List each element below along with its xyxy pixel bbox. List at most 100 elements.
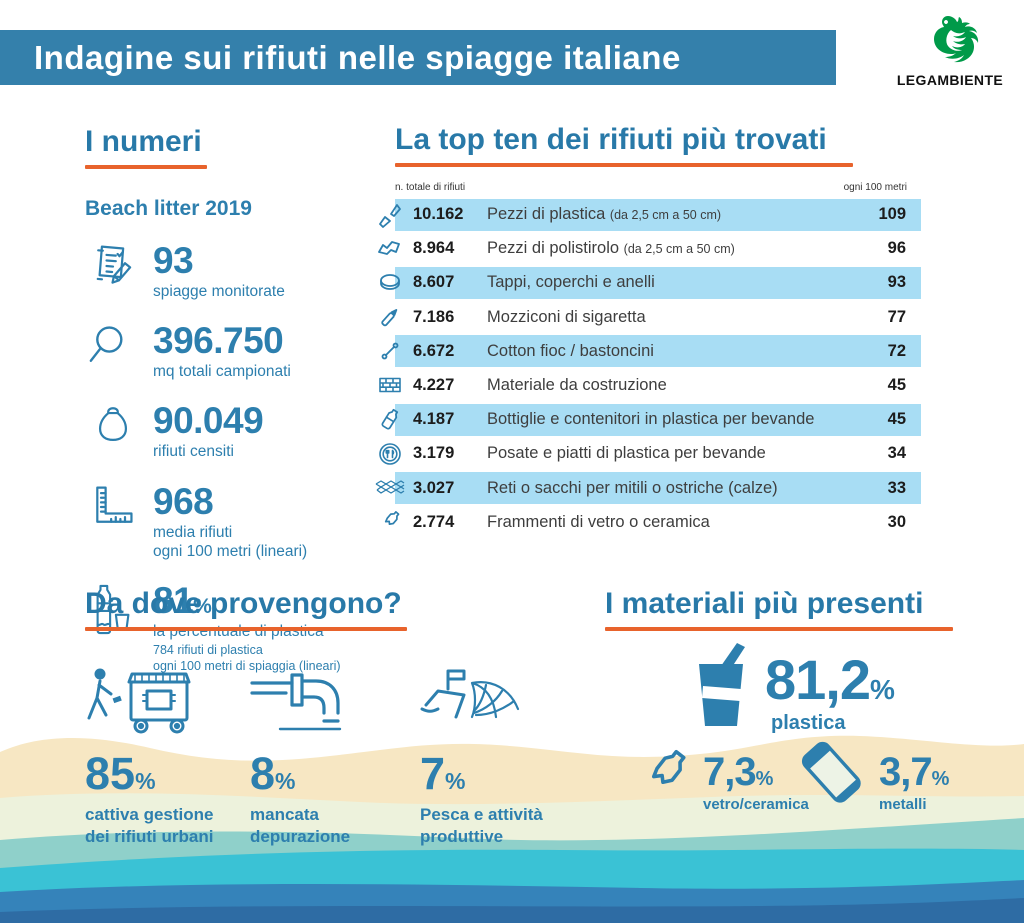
material-value: 7,3 — [703, 750, 757, 794]
source-label-line1: cattiva gestione — [85, 804, 214, 824]
source-value: 7 — [420, 747, 446, 799]
stat-value: 90.049 — [153, 400, 264, 442]
row-per100: 77 — [887, 307, 906, 326]
source-label-line1: Pesca e attività — [420, 804, 543, 824]
material-item-plastica: 81,2% plastica — [691, 640, 895, 735]
header-banner: Indagine sui rifiuti nelle spiagge itali… — [0, 30, 836, 85]
row-note: (da 2,5 cm a 50 cm) — [609, 208, 722, 222]
plastic-pieces-icon — [379, 203, 401, 228]
material-label: metalli — [879, 796, 927, 813]
row-name: Tappi, coperchi e anelli — [487, 273, 655, 292]
source-item-pesca: 7% Pesca e attività produttive — [420, 663, 580, 848]
source-value: 8 — [250, 747, 276, 799]
stat-label: mq totali campionati — [153, 362, 291, 380]
materials-title: I materiali più presenti — [605, 587, 924, 620]
column-header-per100m: ogni 100 metri — [843, 181, 907, 193]
row-count: 3.027 — [413, 478, 455, 497]
source-item-depurazione: 8% mancata depurazione — [250, 663, 420, 848]
numbers-title: I numeri — [85, 125, 202, 158]
row-name: Bottiglie e contenitori in plastica per … — [487, 410, 815, 429]
stat-label: rifiuti censiti — [153, 443, 234, 461]
source-label-line2: depurazione — [250, 826, 351, 846]
row-per100: 72 — [887, 341, 906, 360]
materials-title-underline — [605, 626, 953, 631]
stat-label-line2: ogni 100 metri (lineari) — [153, 543, 308, 560]
swan-icon — [934, 16, 979, 63]
stat-media-rifiuti: 968 media rifiuti ogni 100 metri (linear… — [85, 483, 390, 562]
checklist-icon — [96, 245, 132, 284]
page-title: Indagine sui rifiuti nelle spiagge itali… — [34, 38, 681, 76]
table-row: 4.187 Bottiglie e contenitori in plastic… — [373, 403, 921, 436]
bricks-icon — [379, 378, 401, 393]
row-note: (da 2,5 cm a 50 cm) — [623, 242, 735, 257]
material-value: 3,7 — [879, 750, 933, 794]
row-count: 10.162 — [413, 205, 464, 223]
row-count: 4.187 — [413, 410, 455, 429]
row-per100: 96 — [887, 239, 906, 258]
row-count: 6.672 — [413, 341, 455, 360]
stat-spiagge: 93 spiagge monitorate — [85, 242, 390, 301]
sources-section: Da dove provengono? — [85, 588, 585, 848]
person-dumpster-icon — [87, 668, 191, 733]
stat-sublabel-line1: 784 rifiuti di plastica — [153, 642, 263, 657]
numbers-subtitle: Beach litter 2019 — [85, 196, 252, 220]
row-name: Materiale da costruzione — [487, 375, 667, 394]
table-row: 6.672 Cotton fioc / bastoncini 72 — [373, 335, 921, 368]
row-count: 8.964 — [413, 239, 455, 258]
row-count: 8.607 — [413, 273, 455, 292]
net-icon — [375, 480, 405, 494]
stat-mq-campionati: 396.750 mq totali campionati — [85, 322, 390, 381]
ring-cap-icon — [380, 273, 400, 290]
plastic-cup-icon — [699, 643, 745, 726]
source-item-rifiuti-urbani: 85% cattiva gestione dei rifiuti urbani — [85, 663, 250, 848]
material-label: vetro/ceramica — [703, 796, 809, 813]
stat-label-line1: media rifiuti — [153, 523, 233, 541]
numbers-section: I numeri Beach litter 2019 93 spiagge mo… — [85, 126, 390, 674]
plate-cutlery-icon — [379, 443, 401, 465]
stat-value: 968 — [153, 480, 214, 522]
broken-bottle-icon — [651, 749, 686, 785]
plastic-bottle-icon — [381, 408, 399, 430]
row-name: Reti o sacchi per mitili o ostriche (cal… — [487, 478, 778, 497]
top-ten-title-underline — [395, 162, 853, 167]
magnifier-icon — [89, 326, 123, 362]
fishing-boat-icon — [420, 669, 520, 718]
row-count: 2.774 — [413, 512, 455, 531]
table-row: 2.774 Frammenti di vetro o ceramica 30 — [373, 506, 921, 538]
sources-title-underline — [85, 626, 407, 631]
row-name: Mozziconi di sigaretta — [487, 307, 646, 326]
row-name: Frammenti di vetro o ceramica — [487, 512, 710, 531]
row-per100: 30 — [887, 512, 906, 531]
row-name: Cotton fioc / bastoncini — [487, 341, 654, 360]
materials-section: I materiali più presenti 81,2% plastica … — [605, 588, 1010, 828]
legambiente-logo-text: LEGAMBIENTE — [896, 72, 1004, 88]
source-percent-sign: % — [275, 767, 296, 794]
polystyrene-icon — [378, 240, 400, 255]
source-percent-sign: % — [445, 767, 466, 794]
source-label-line1: mancata — [250, 804, 319, 824]
trash-bag-icon — [98, 407, 128, 442]
column-header-total: n. totale di rifiuti — [395, 181, 466, 193]
legambiente-logo: LEGAMBIENTE — [890, 12, 1010, 88]
material-percent-sign: % — [870, 674, 895, 705]
table-row: 10.162 Pezzi di plastica (da 2,5 cm a 50… — [373, 198, 921, 231]
stat-value: 93 — [153, 239, 194, 281]
table-row: 4.227 Materiale da costruzione 45 — [373, 369, 921, 401]
row-count: 4.227 — [413, 375, 455, 394]
material-value: 81,2 — [765, 648, 871, 711]
row-name: Pezzi di polistirolo — [487, 239, 620, 258]
source-label-line2: dei rifiuti urbani — [85, 826, 214, 846]
material-percent-sign: % — [931, 768, 950, 790]
material-item-metalli: 3,7% metalli — [793, 738, 950, 813]
source-value: 85 — [85, 747, 136, 799]
stat-value: 396.750 — [153, 319, 284, 361]
top-ten-section: La top ten dei rifiuti più trovati n. to… — [373, 124, 921, 540]
sea-waves-decoration — [0, 735, 1024, 923]
stat-percent-sign: % — [193, 595, 212, 619]
top-ten-title: La top ten dei rifiuti più trovati — [395, 123, 827, 156]
material-label: plastica — [771, 712, 846, 734]
stat-value: 81 — [153, 580, 194, 622]
ruler-icon — [96, 486, 133, 523]
row-per100: 45 — [887, 375, 906, 394]
row-count: 7.186 — [413, 307, 455, 326]
